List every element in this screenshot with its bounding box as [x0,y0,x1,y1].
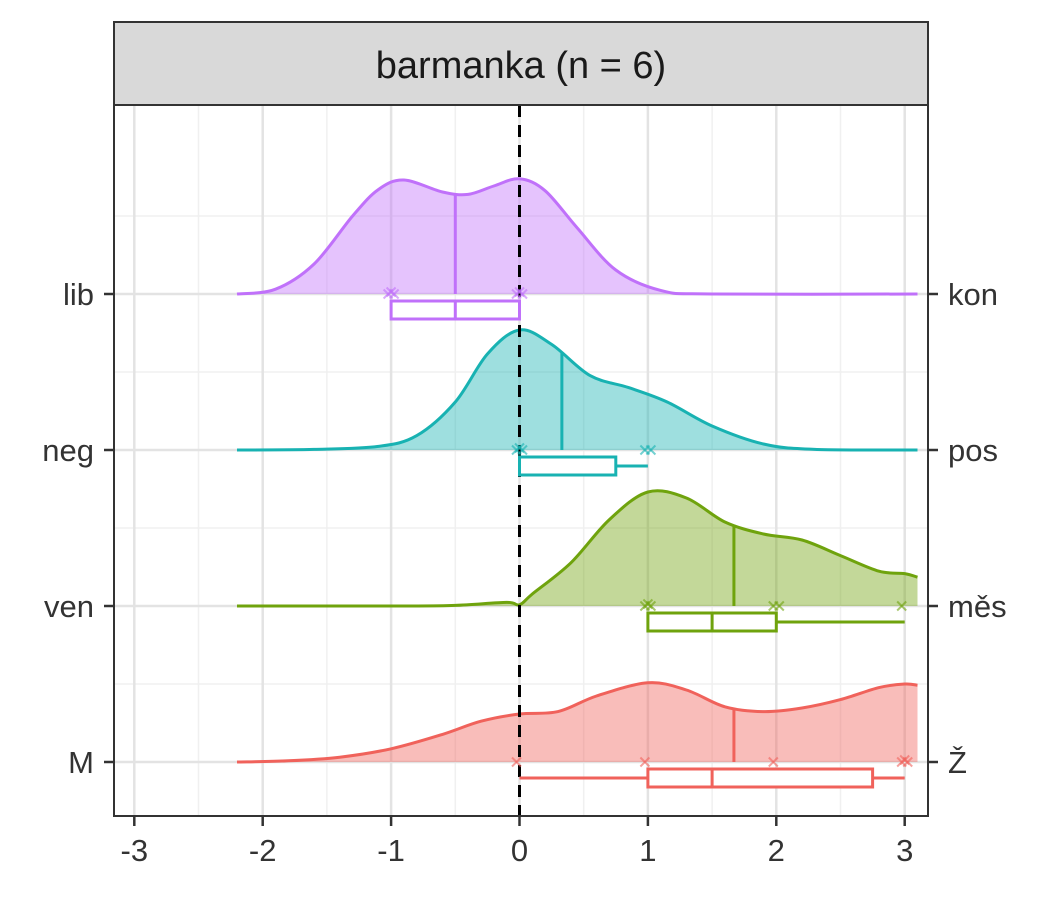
ridge-area [237,178,918,295]
point-stroke-b [896,600,907,612]
ridge-line [236,681,918,764]
x-tick-label: -2 [249,833,277,868]
y-tick-label-right: kon [948,277,998,312]
facet-title: barmanka (n = 6) [376,45,666,87]
data-point [768,756,779,768]
box [646,767,875,789]
point-stroke-b [899,754,910,766]
point-stroke-b [639,756,651,768]
box [518,455,618,477]
data-point [642,598,654,610]
y-tick-label-right: Ž [948,745,967,780]
point-stroke-b [514,286,525,298]
ridge-area [237,329,918,451]
ridge-line [236,177,918,296]
boxplot-M [519,767,905,789]
x-tick-label: 2 [768,833,785,868]
point-stroke-b [511,756,522,768]
y-tick-label-left: ven [44,589,94,624]
point-stroke-b [768,756,779,768]
point-stroke-b [514,442,525,454]
x-tick-label: 3 [896,833,913,868]
data-point [514,442,525,454]
ridge-ven [236,489,918,608]
point-stroke-b [642,598,654,610]
ridge-area [237,682,918,762]
y-tick-label-left: neg [42,433,94,468]
ridge-line [236,328,918,452]
boxplots [389,299,905,789]
data-point [774,600,785,612]
x-tick-label: 0 [511,833,528,868]
x-tick-label: -3 [121,833,149,868]
ridge-lib [236,177,918,296]
point-stroke-b [774,600,785,612]
density-ridges [236,177,918,764]
data-point [385,286,397,298]
data-point [645,444,657,456]
facet-strip [113,21,929,106]
boxplot-neg [518,455,648,477]
data-point [899,754,910,766]
ridge-M [236,681,918,764]
y-tick-label-right: měs [948,589,1007,624]
y-tick-label-right: pos [948,433,998,468]
data-point [511,756,522,768]
data-point [514,286,525,298]
boxplot-lib [389,299,521,321]
data-points [382,286,913,768]
ridge-area [237,490,918,607]
y-tick-label-left: lib [63,277,94,312]
data-point [639,756,651,768]
point-stroke-b [385,286,397,298]
panel-border [113,104,929,817]
ridge-neg [236,328,918,452]
boxplot-ven [646,611,905,633]
x-tick-label: 1 [639,833,656,868]
data-point [896,600,907,612]
y-tick-label-left: M [68,745,94,780]
point-stroke-b [645,444,657,456]
x-tick-label: -1 [377,833,405,868]
ridge-line [236,489,918,608]
